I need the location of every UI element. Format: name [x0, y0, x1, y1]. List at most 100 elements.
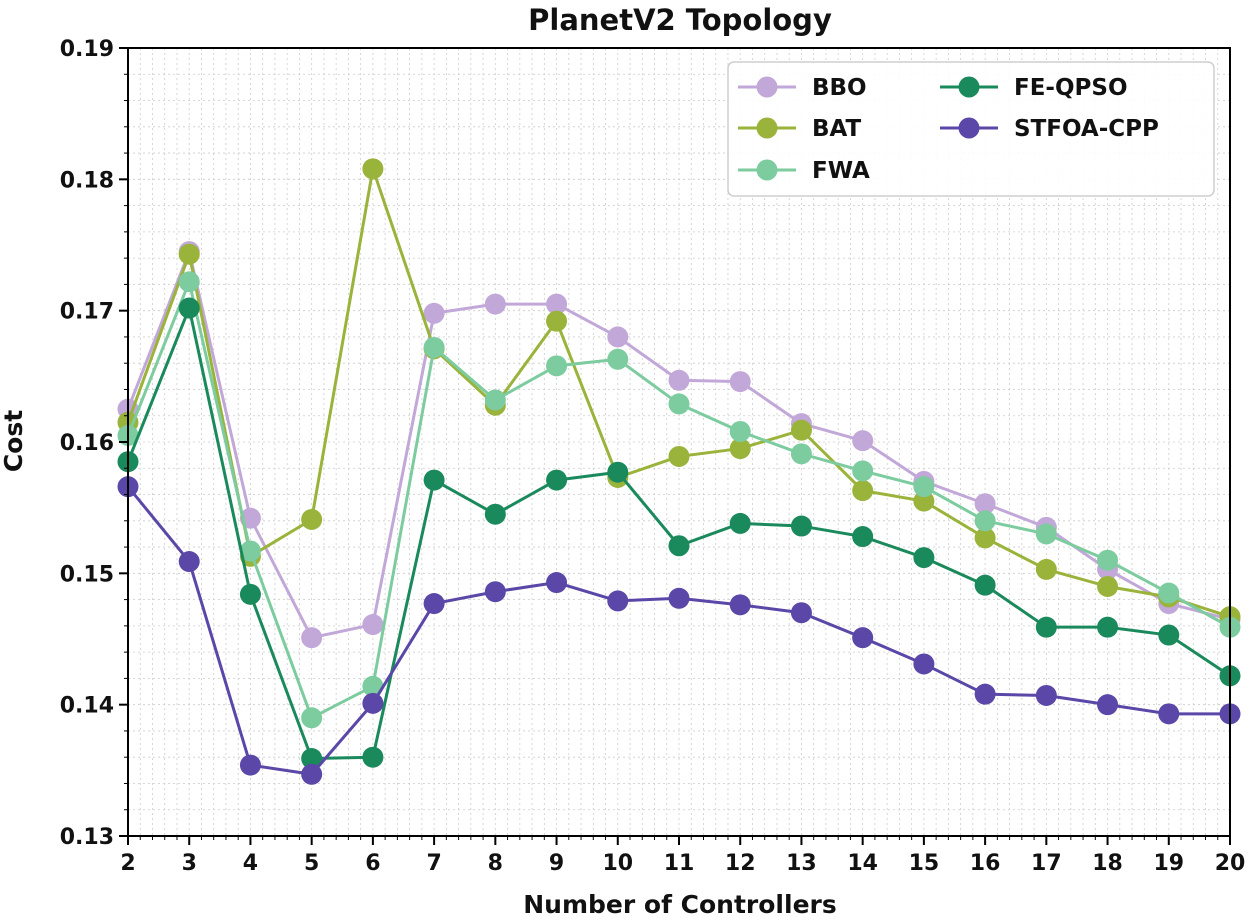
data-point-bbo — [729, 371, 751, 393]
legend-item-bat: BAT — [738, 116, 862, 142]
data-point-bat — [1097, 575, 1119, 597]
x-tick-label: 19 — [1153, 851, 1184, 876]
data-point-fe-qpso — [301, 748, 323, 770]
legend-marker — [756, 76, 778, 98]
x-tick-label: 12 — [725, 851, 756, 876]
data-point-bat — [729, 438, 751, 460]
data-point-fe-qpso — [546, 469, 568, 491]
data-point-fwa — [913, 476, 935, 498]
data-point-stfoa-cpp — [484, 581, 506, 603]
data-point-fe-qpso — [239, 583, 261, 605]
data-point-fe-qpso — [178, 297, 200, 319]
data-point-bbo — [362, 614, 384, 636]
data-point-fe-qpso — [974, 574, 996, 596]
legend-marker — [958, 117, 980, 139]
y-axis: 0.13 0.14 0.15 0.16 0.17 0.18 0.19 — [60, 37, 128, 850]
data-point-fwa — [362, 675, 384, 697]
x-tick-label: 16 — [970, 851, 1001, 876]
x-tick-label: 2 — [120, 851, 135, 876]
data-point-fe-qpso — [1158, 624, 1180, 646]
y-tick-label: 0.17 — [60, 300, 114, 325]
data-point-bat — [974, 527, 996, 549]
data-point-stfoa-cpp — [362, 692, 384, 714]
data-point-bat — [852, 480, 874, 502]
data-point-fe-qpso — [729, 512, 751, 534]
x-tick-label: 6 — [365, 851, 380, 876]
data-point-bbo — [668, 369, 690, 391]
data-point-bbo — [546, 293, 568, 315]
data-point-bbo — [852, 430, 874, 452]
x-tick-label: 4 — [243, 851, 258, 876]
y-axis-label: Cost — [0, 410, 28, 472]
data-point-fwa — [1097, 549, 1119, 571]
series-fwa — [117, 271, 1241, 729]
data-point-stfoa-cpp — [729, 594, 751, 616]
legend-marker — [958, 76, 980, 98]
x-tick-label: 17 — [1031, 851, 1062, 876]
data-point-fwa — [607, 348, 629, 370]
data-point-stfoa-cpp — [607, 590, 629, 612]
data-point-bat — [301, 508, 323, 530]
data-point-fe-qpso — [607, 461, 629, 483]
y-tick-label: 0.19 — [60, 37, 114, 62]
data-point-fwa — [852, 460, 874, 482]
series-bat — [117, 158, 1241, 628]
data-point-stfoa-cpp — [1097, 694, 1119, 716]
data-point-fe-qpso — [1097, 616, 1119, 638]
data-point-bat — [790, 419, 812, 441]
data-point-fe-qpso — [790, 515, 812, 537]
data-point-bat — [1035, 558, 1057, 580]
legend-label: BBO — [812, 75, 867, 101]
legend-marker — [756, 159, 778, 181]
x-tick-label: 5 — [304, 851, 319, 876]
x-tick-label: 20 — [1215, 851, 1246, 876]
data-point-fe-qpso — [484, 503, 506, 525]
legend-label: BAT — [812, 116, 862, 142]
data-point-stfoa-cpp — [301, 763, 323, 785]
x-tick-label: 11 — [664, 851, 695, 876]
x-tick-label: 15 — [909, 851, 940, 876]
data-point-fwa — [729, 420, 751, 442]
y-tick-label: 0.14 — [60, 694, 114, 719]
data-point-bbo — [423, 302, 445, 324]
chart-title: PlanetV2 Topology — [528, 3, 832, 37]
data-point-fwa — [423, 336, 445, 358]
data-point-fwa — [301, 707, 323, 729]
series-fe-qpso — [117, 297, 1241, 770]
data-point-bbo — [974, 493, 996, 515]
legend-item-fe-qpso: FE-QPSO — [940, 75, 1128, 101]
data-point-fwa — [239, 540, 261, 562]
data-point-bat — [546, 310, 568, 332]
data-point-stfoa-cpp — [178, 551, 200, 573]
data-point-fwa — [974, 510, 996, 532]
data-point-fwa — [1158, 582, 1180, 604]
data-point-fwa — [668, 393, 690, 415]
data-point-fwa — [178, 271, 200, 293]
x-tick-label: 9 — [549, 851, 564, 876]
x-axis: 2 3 4 5 6 7 8 9 10 11 12 13 14 15 16 17 18 19 20 — [120, 836, 1245, 876]
data-point-bat — [178, 243, 200, 265]
legend-label: FWA — [812, 158, 870, 184]
data-point-stfoa-cpp — [423, 593, 445, 615]
legend-label: STFOA-CPP — [1014, 116, 1159, 142]
data-point-stfoa-cpp — [913, 653, 935, 675]
data-point-bat — [362, 158, 384, 180]
data-point-fe-qpso — [852, 526, 874, 548]
x-tick-label: 14 — [847, 851, 878, 876]
x-tick-label: 8 — [488, 851, 503, 876]
legend: BBO BAT FWA FE-QPSO STFOA-CPP — [727, 61, 1215, 197]
data-point-bat — [913, 490, 935, 512]
data-point-stfoa-cpp — [1035, 684, 1057, 706]
x-tick-label: 7 — [426, 851, 441, 876]
data-point-fe-qpso — [362, 746, 384, 768]
data-point-fe-qpso — [1035, 616, 1057, 638]
data-point-stfoa-cpp — [546, 572, 568, 594]
y-tick-label: 0.15 — [60, 562, 114, 587]
data-point-fe-qpso — [668, 535, 690, 557]
y-tick-label: 0.16 — [60, 431, 114, 456]
x-tick-label: 3 — [182, 851, 197, 876]
x-tick-label: 10 — [602, 851, 633, 876]
data-point-stfoa-cpp — [974, 683, 996, 705]
y-tick-label: 0.18 — [60, 168, 114, 193]
